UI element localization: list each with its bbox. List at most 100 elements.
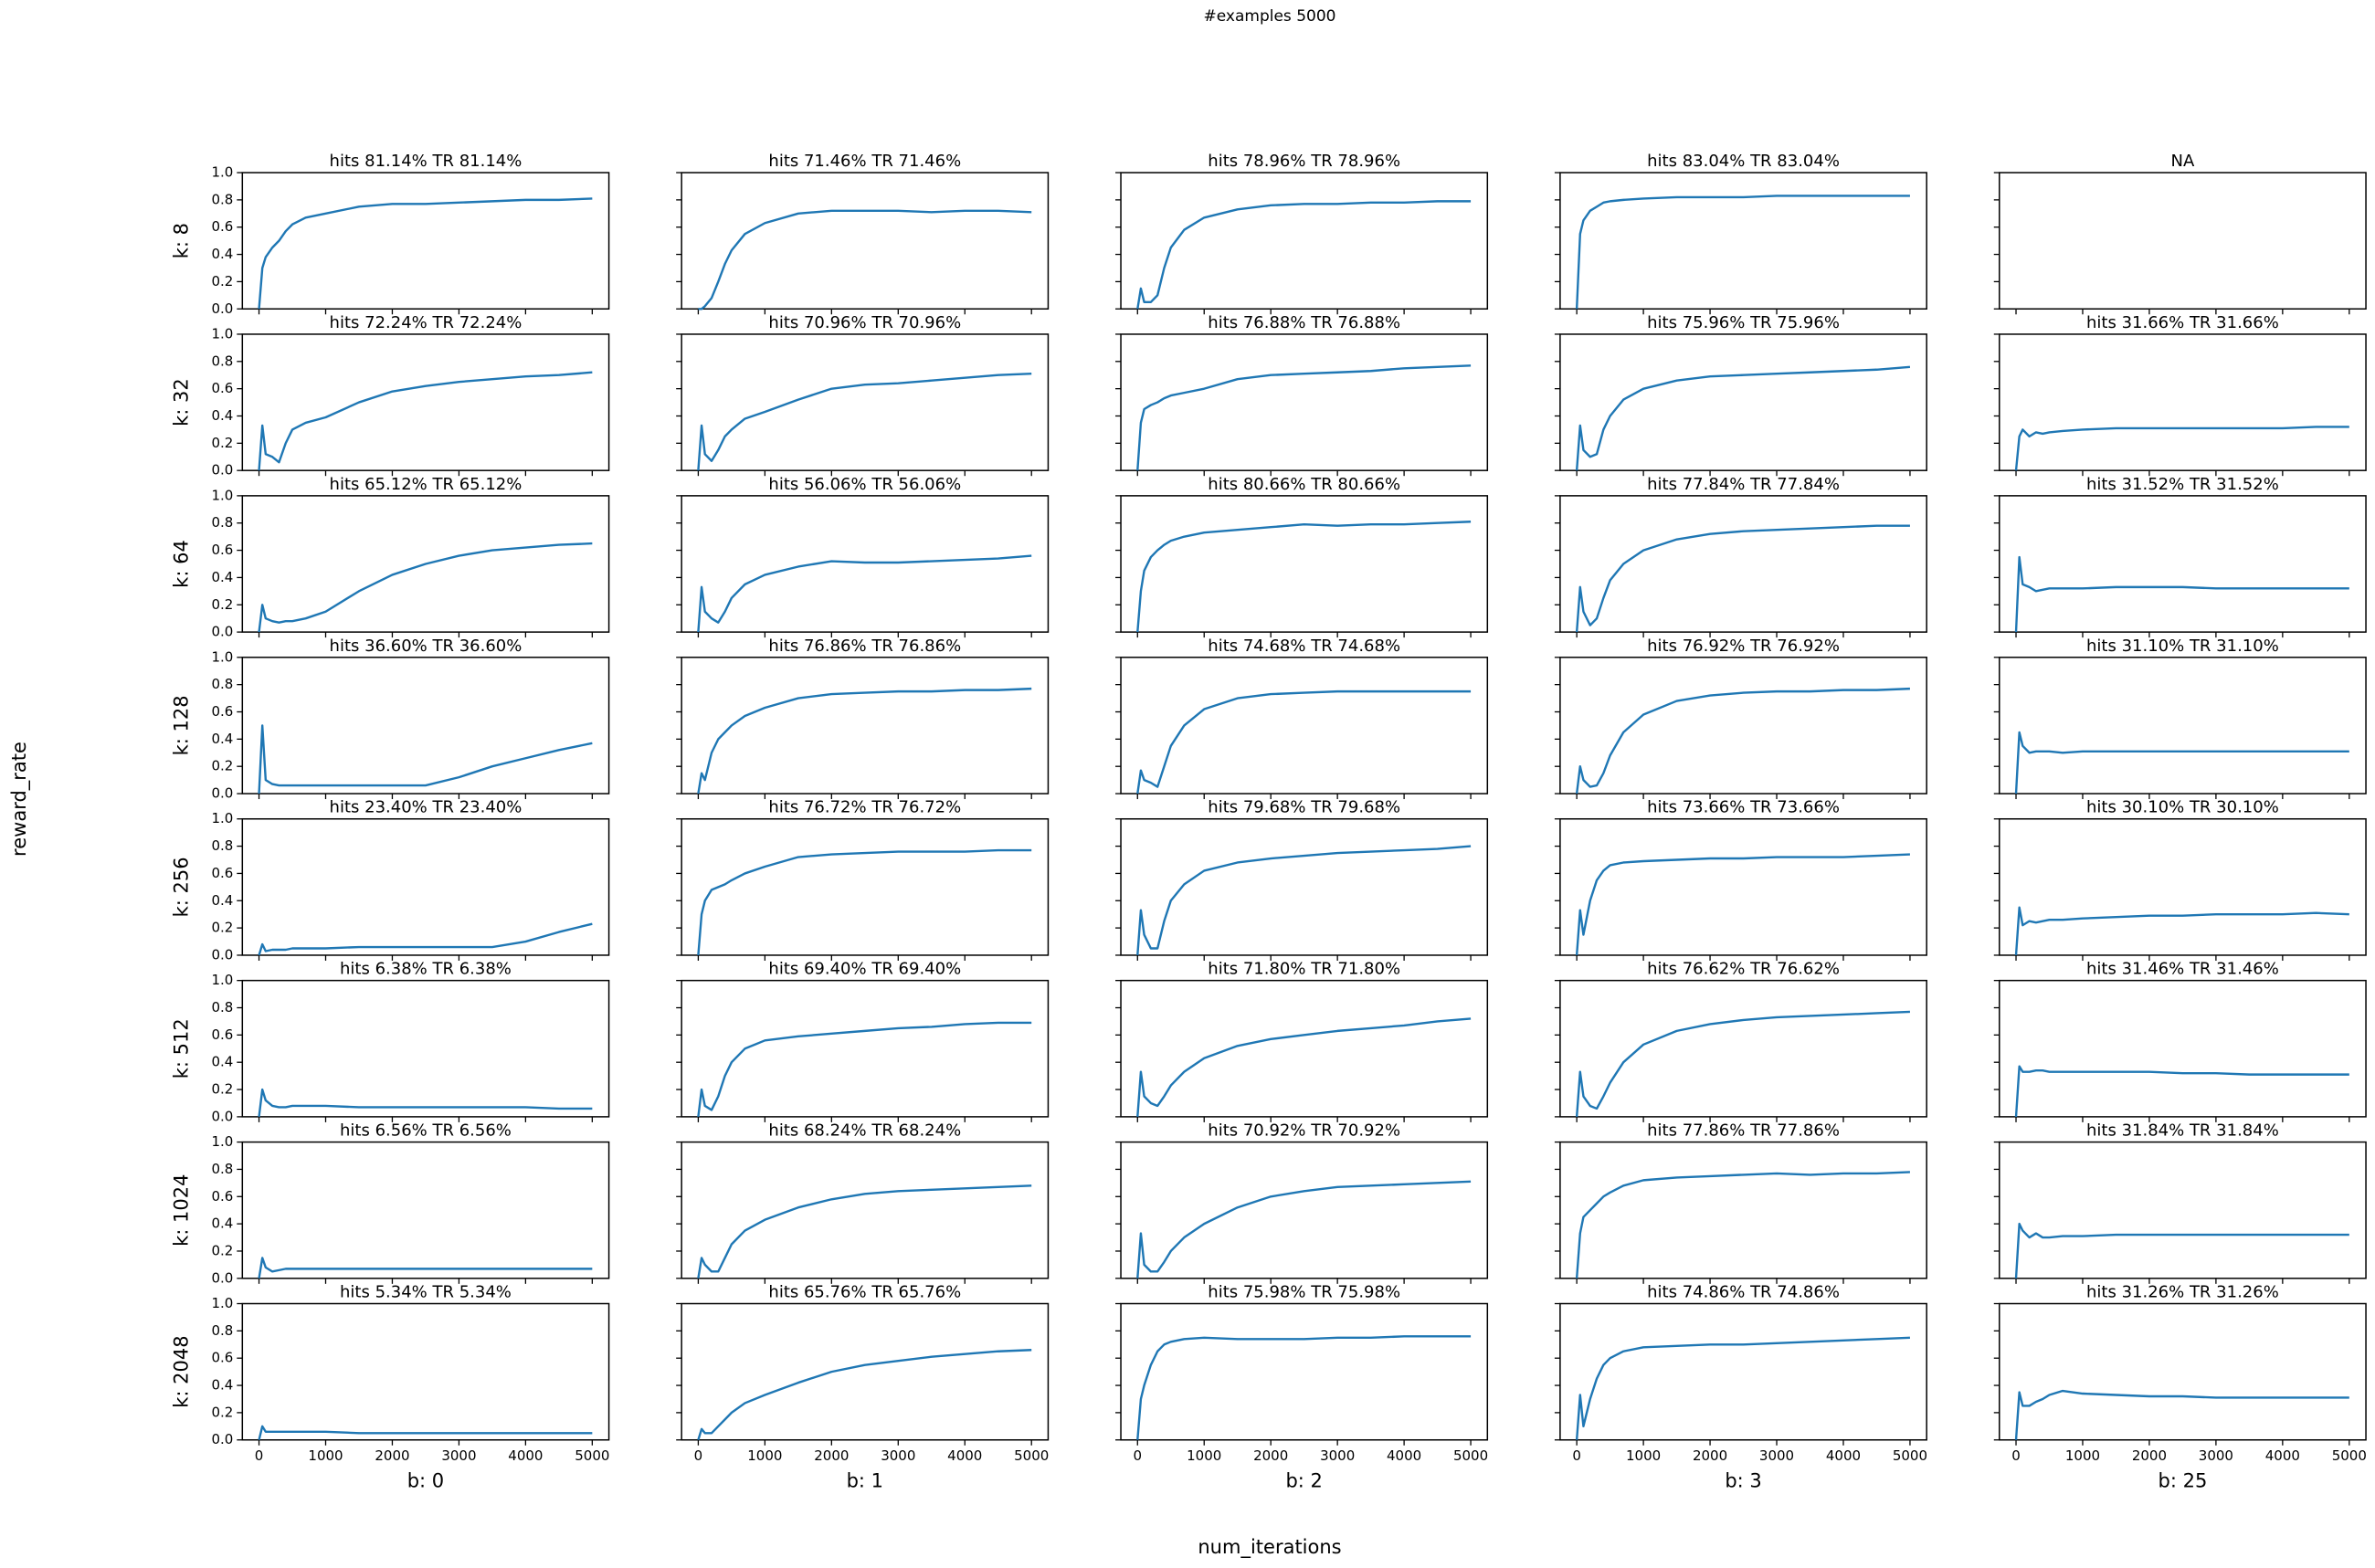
- panel-title: hits 73.66% TR 73.66%: [1647, 798, 1840, 817]
- y-tick-label: 0.4: [211, 1377, 233, 1394]
- panel-title: hits 31.66% TR 31.66%: [2086, 313, 2279, 332]
- x-tick-label: 0: [1134, 1447, 1143, 1464]
- panel-title: hits 77.86% TR 77.86%: [1647, 1121, 1840, 1141]
- series-line: [258, 724, 593, 795]
- axes-frame: [1999, 979, 2367, 1118]
- y-tick-label: 0.2: [211, 435, 233, 451]
- y-tick-label: 0.4: [211, 1215, 233, 1232]
- axes-frame: [681, 1302, 1050, 1441]
- x-tick-label: 0: [2011, 1447, 2021, 1464]
- panel-title: hits 23.40% TR 23.40%: [330, 798, 522, 817]
- y-tick-label: 0.0: [211, 785, 233, 802]
- axes-frame: [241, 172, 610, 310]
- x-tick-label: 4000: [2265, 1447, 2300, 1464]
- y-tick-label: 0.8: [211, 1322, 233, 1339]
- x-tick-label: 3000: [441, 1447, 476, 1464]
- series-line: [258, 1425, 593, 1441]
- x-axis-label: num_iterations: [1198, 1536, 1341, 1559]
- y-tick-label: 0.4: [211, 407, 233, 424]
- row-label: k: 32: [170, 378, 192, 426]
- x-tick-label: 1000: [1626, 1447, 1661, 1464]
- column-label: b: 2: [1285, 1470, 1322, 1492]
- series-line: [1136, 1017, 1472, 1117]
- y-tick-label: 0.0: [211, 1269, 233, 1286]
- y-tick-label: 0.8: [211, 999, 233, 1016]
- y-tick-label: 1.0: [211, 1295, 233, 1311]
- series-line: [1575, 1010, 1910, 1117]
- panel-title: hits 31.52% TR 31.52%: [2086, 475, 2279, 494]
- series-line: [258, 1088, 593, 1118]
- axes-frame: [1999, 333, 2367, 471]
- series-line: [2014, 1389, 2349, 1440]
- panel-title: hits 36.60% TR 36.60%: [330, 637, 522, 656]
- y-tick-label: 0.0: [211, 1108, 233, 1124]
- axes-frame: [681, 495, 1050, 633]
- y-tick-label: 1.0: [211, 810, 233, 826]
- axes-frame: [1559, 1302, 1927, 1441]
- y-tick-label: 0.2: [211, 596, 233, 613]
- y-tick-label: 0.4: [211, 1054, 233, 1070]
- series-line: [1136, 1335, 1472, 1440]
- column-label: b: 1: [847, 1470, 883, 1492]
- y-tick-label: 0.6: [211, 218, 233, 235]
- series-line: [258, 197, 593, 310]
- panel-title: hits 80.66% TR 80.66%: [1208, 475, 1400, 494]
- y-tick-label: 0.8: [211, 191, 233, 207]
- series-line: [1136, 200, 1472, 310]
- panel-title: hits 77.84% TR 77.84%: [1647, 475, 1840, 494]
- x-tick-label: 5000: [1453, 1447, 1488, 1464]
- series-line: [258, 371, 593, 471]
- y-tick-label: 0.6: [211, 1350, 233, 1366]
- series-line: [1136, 364, 1472, 471]
- series-line: [1575, 365, 1911, 471]
- axes-frame: [241, 1302, 610, 1441]
- row-label: k: 128: [170, 695, 192, 755]
- column-label: b: 3: [1725, 1470, 1761, 1492]
- x-tick-label: 3000: [2199, 1447, 2233, 1464]
- panel-title: hits 72.24% TR 72.24%: [330, 313, 522, 332]
- axes-frame: [1120, 817, 1489, 956]
- series-line: [2014, 555, 2349, 633]
- panel-title: hits 71.80% TR 71.80%: [1208, 960, 1400, 979]
- axes-frame: [1559, 172, 1927, 310]
- y-tick-label: 0.6: [211, 703, 233, 720]
- series-line: [1575, 1171, 1910, 1279]
- x-tick-label: 2000: [1693, 1447, 1727, 1464]
- y-tick-label: 0.6: [211, 1026, 233, 1043]
- panel-title: hits 75.98% TR 75.98%: [1208, 1283, 1400, 1302]
- series-line: [1575, 524, 1910, 633]
- row-label: k: 8: [170, 223, 192, 258]
- panel-title: hits 65.76% TR 65.76%: [768, 1283, 961, 1302]
- x-tick-label: 2000: [2132, 1447, 2167, 1464]
- series-line: [1136, 689, 1472, 795]
- panel-title: hits 31.46% TR 31.46%: [2086, 960, 2279, 979]
- panel-title: hits 76.62% TR 76.62%: [1647, 960, 1840, 979]
- axes-frame: [1120, 1141, 1489, 1279]
- series-line: [1575, 1336, 1910, 1440]
- axes-frame: [1999, 1302, 2367, 1441]
- panel-title: hits 65.12% TR 65.12%: [330, 475, 522, 494]
- axes-frame: [241, 495, 610, 633]
- y-tick-label: 0.2: [211, 1242, 233, 1258]
- y-tick-label: 0.0: [211, 1431, 233, 1447]
- series-line: [697, 687, 1032, 795]
- axes-frame: [681, 817, 1050, 956]
- axes-frame: [1559, 817, 1927, 956]
- axes-frame: [681, 979, 1050, 1118]
- y-tick-label: 0.2: [211, 273, 233, 289]
- x-tick-label: 5000: [575, 1447, 609, 1464]
- axes-frame: [1559, 495, 1927, 633]
- axes-frame: [1120, 979, 1489, 1118]
- y-tick-label: 0.0: [211, 946, 233, 963]
- x-tick-label: 5000: [2332, 1447, 2367, 1464]
- x-tick-label: 0: [694, 1447, 703, 1464]
- y-tick-label: 0.8: [211, 1161, 233, 1177]
- axes-frame: [1999, 172, 2367, 310]
- x-tick-label: 5000: [1893, 1447, 1927, 1464]
- panel-title: hits 31.26% TR 31.26%: [2086, 1283, 2279, 1302]
- y-tick-label: 0.8: [211, 514, 233, 531]
- x-tick-label: 1000: [747, 1447, 782, 1464]
- y-tick-label: 0.6: [211, 865, 233, 881]
